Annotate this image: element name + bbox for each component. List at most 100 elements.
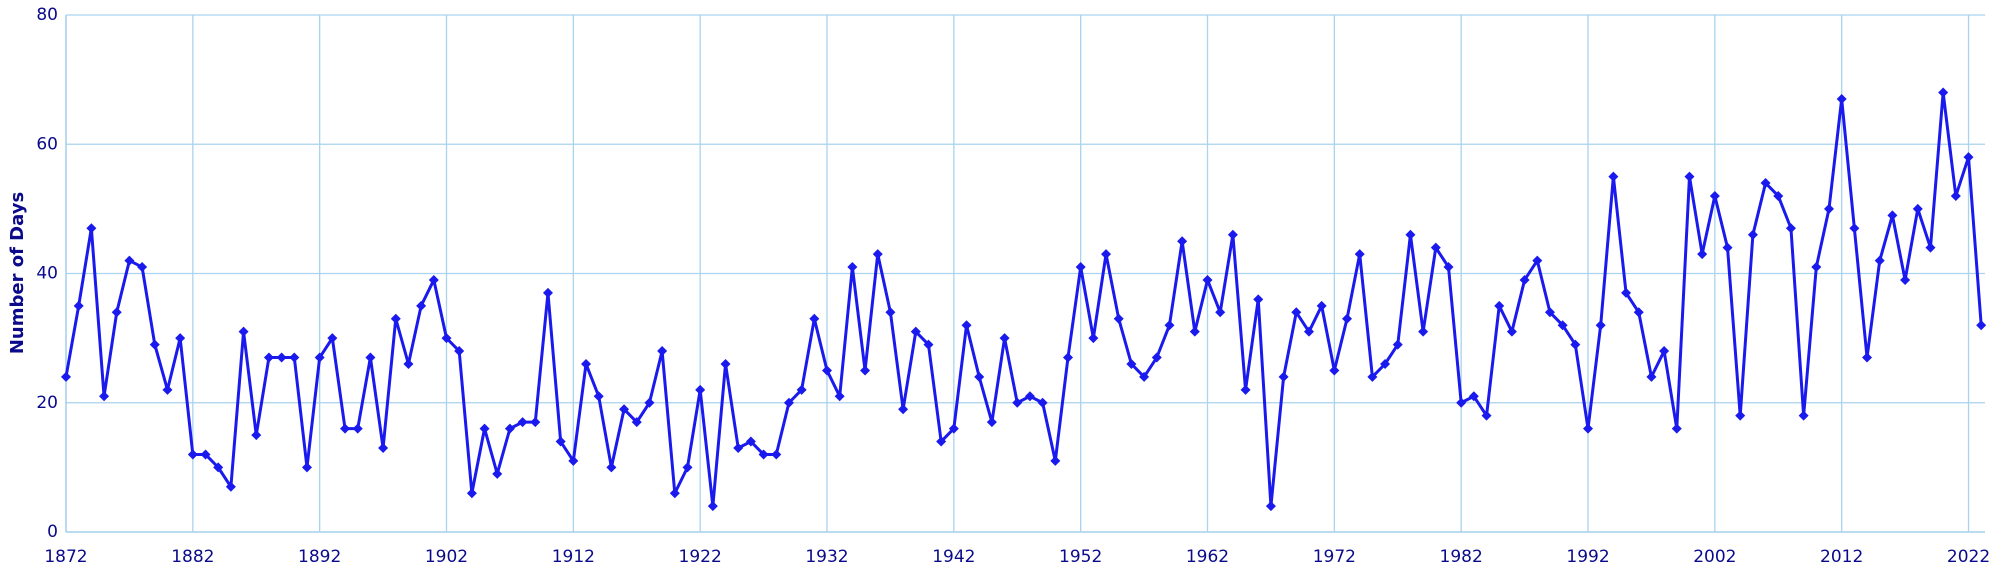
data-point (175, 333, 186, 344)
data-point (1456, 397, 1467, 408)
data-point (555, 436, 566, 447)
x-tick-label: 1952 (1059, 547, 1102, 567)
data-point (1963, 152, 1974, 163)
data-point (1506, 326, 1517, 337)
data-point (631, 417, 642, 428)
data-point (834, 391, 845, 402)
data-point (378, 442, 389, 453)
data-point (251, 430, 262, 441)
x-tick-label: 1902 (425, 547, 468, 567)
data-point (263, 352, 274, 363)
data-point (1608, 171, 1619, 182)
data-point (745, 436, 756, 447)
data-point (86, 223, 97, 234)
data-point (352, 423, 363, 434)
y-tick-label: 60 (36, 134, 58, 154)
data-point (1633, 307, 1644, 318)
data-point (1583, 423, 1594, 434)
data-point (885, 307, 896, 318)
data-point (428, 274, 439, 285)
data-point (124, 255, 135, 266)
data-point (1773, 190, 1784, 201)
y-tick-label: 80 (36, 5, 58, 25)
data-point (416, 300, 427, 311)
data-point (1659, 346, 1670, 357)
data-point (1443, 262, 1454, 273)
data-point (1468, 391, 1479, 402)
data-point (999, 333, 1010, 344)
x-tick-label: 1912 (552, 547, 595, 567)
data-point (707, 501, 718, 512)
data-point (1088, 333, 1099, 344)
x-tick-label: 1962 (1186, 547, 1229, 567)
x-tick-label: 1932 (805, 547, 848, 567)
data-point (1177, 236, 1188, 247)
data-point (1303, 326, 1314, 337)
data-point (1481, 410, 1492, 421)
data-point (492, 468, 503, 479)
data-point (137, 262, 148, 273)
data-point (1291, 307, 1302, 318)
data-point (1785, 223, 1796, 234)
data-point (606, 462, 617, 473)
data-point (1430, 242, 1441, 253)
data-point (1912, 203, 1923, 214)
data-point (796, 384, 807, 395)
data-point (720, 358, 731, 369)
x-tick-label: 2022 (1947, 547, 1990, 567)
x-tick-label: 1972 (1313, 547, 1356, 567)
data-point (1265, 501, 1276, 512)
data-point (1329, 365, 1340, 376)
x-tick-label: 1992 (1566, 547, 1609, 567)
data-point (403, 358, 414, 369)
data-point (225, 481, 236, 492)
data-point (1202, 274, 1213, 285)
data-point (1240, 384, 1251, 395)
data-point (593, 391, 604, 402)
data-point (1367, 371, 1378, 382)
data-point (1544, 307, 1555, 318)
data-point (1760, 178, 1771, 189)
data-point (1354, 249, 1365, 260)
data-point (1113, 313, 1124, 324)
y-tick-label: 0 (47, 522, 58, 542)
data-point (619, 404, 630, 415)
data-point (1380, 358, 1391, 369)
data-point (1823, 203, 1834, 214)
data-point (149, 339, 160, 350)
data-point (1253, 294, 1264, 305)
data-point (1342, 313, 1353, 324)
data-point (1405, 229, 1416, 240)
data-point (695, 384, 706, 395)
x-tick-label: 1922 (679, 547, 722, 567)
data-point (517, 417, 528, 428)
data-point (644, 397, 655, 408)
data-point (948, 423, 959, 434)
data-point (910, 326, 921, 337)
data-point (1798, 410, 1809, 421)
data-point (162, 384, 173, 395)
data-point (669, 488, 680, 499)
data-line (64, 91, 1983, 508)
data-point (1392, 339, 1403, 350)
x-tick-label: 1872 (44, 547, 87, 567)
data-point (1811, 262, 1822, 273)
x-tick-label: 1982 (1440, 547, 1483, 567)
data-point (441, 333, 452, 344)
data-point (238, 326, 249, 337)
x-tick-label: 2012 (1820, 547, 1863, 567)
data-point (504, 423, 515, 434)
data-point (365, 352, 376, 363)
data-point (1887, 210, 1898, 221)
data-point (1151, 352, 1162, 363)
data-point (809, 313, 820, 324)
y-tick-label: 20 (36, 393, 58, 413)
data-point (1557, 320, 1568, 331)
data-point (542, 287, 553, 298)
data-point (783, 397, 794, 408)
data-point (61, 371, 71, 382)
data-point (1494, 300, 1505, 311)
data-point (847, 262, 858, 273)
data-point (289, 352, 300, 363)
